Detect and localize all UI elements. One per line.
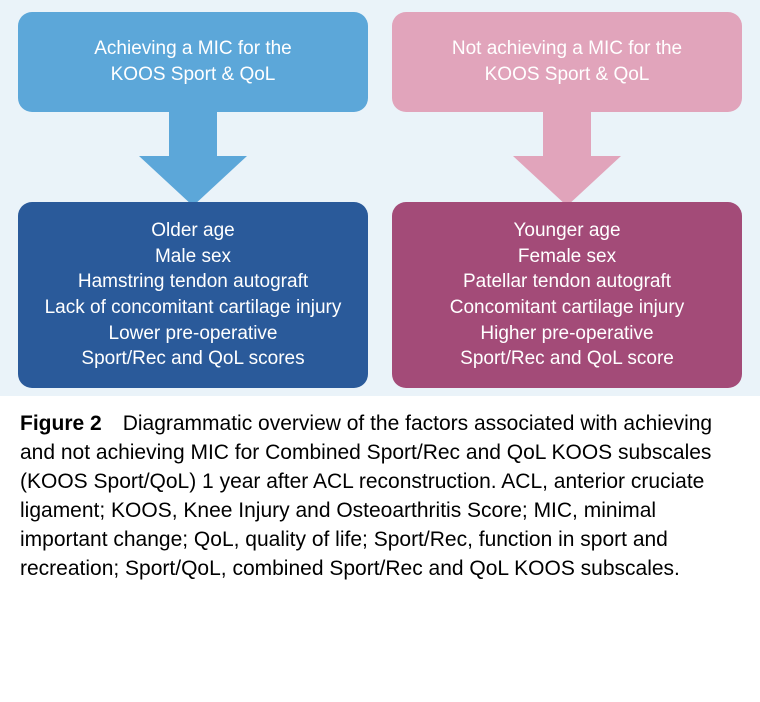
right-bottom-line-3: Patellar tendon autograft — [463, 269, 671, 295]
right-arrow-wrap — [392, 108, 742, 206]
figure-label: Figure 2 — [20, 412, 102, 435]
right-bottom-line-6: Sport/Rec and QoL score — [460, 346, 674, 372]
left-bottom-box: Older age Male sex Hamstring tendon auto… — [18, 202, 368, 388]
left-bottom-line-2: Male sex — [155, 244, 231, 270]
left-top-line-2: KOOS Sport & QoL — [111, 62, 276, 88]
right-top-line-2: KOOS Sport & QoL — [485, 62, 650, 88]
diagram-container: Achieving a MIC for the KOOS Sport & QoL… — [0, 0, 760, 396]
figure-caption-text: Diagrammatic overview of the factors ass… — [20, 412, 712, 580]
right-arrow-path — [513, 108, 621, 206]
right-bottom-line-4: Concomitant cartilage injury — [450, 295, 684, 321]
right-bottom-line-2: Female sex — [518, 244, 616, 270]
right-bottom-line-1: Younger age — [513, 218, 620, 244]
left-bottom-line-1: Older age — [151, 218, 234, 244]
left-top-line-1: Achieving a MIC for the — [94, 36, 291, 62]
left-bottom-line-6: Sport/Rec and QoL scores — [81, 346, 304, 372]
arrow-down-icon — [123, 108, 263, 208]
diagram-row: Achieving a MIC for the KOOS Sport & QoL… — [18, 12, 742, 388]
figure-caption: Figure 2 Diagrammatic overview of the fa… — [0, 396, 760, 604]
left-column: Achieving a MIC for the KOOS Sport & QoL… — [18, 12, 368, 388]
left-bottom-line-5: Lower pre-operative — [109, 321, 278, 347]
left-arrow-wrap — [18, 108, 368, 206]
left-bottom-line-4: Lack of concomitant cartilage injury — [45, 295, 342, 321]
right-column: Not achieving a MIC for the KOOS Sport &… — [392, 12, 742, 388]
left-top-box: Achieving a MIC for the KOOS Sport & QoL — [18, 12, 368, 112]
figure-gap — [102, 412, 123, 435]
right-bottom-box: Younger age Female sex Patellar tendon a… — [392, 202, 742, 388]
right-top-line-1: Not achieving a MIC for the — [452, 36, 682, 62]
arrow-down-icon — [497, 108, 637, 208]
right-top-box: Not achieving a MIC for the KOOS Sport &… — [392, 12, 742, 112]
left-bottom-line-3: Hamstring tendon autograft — [78, 269, 308, 295]
right-bottom-line-5: Higher pre-operative — [480, 321, 653, 347]
left-arrow-path — [139, 108, 247, 206]
